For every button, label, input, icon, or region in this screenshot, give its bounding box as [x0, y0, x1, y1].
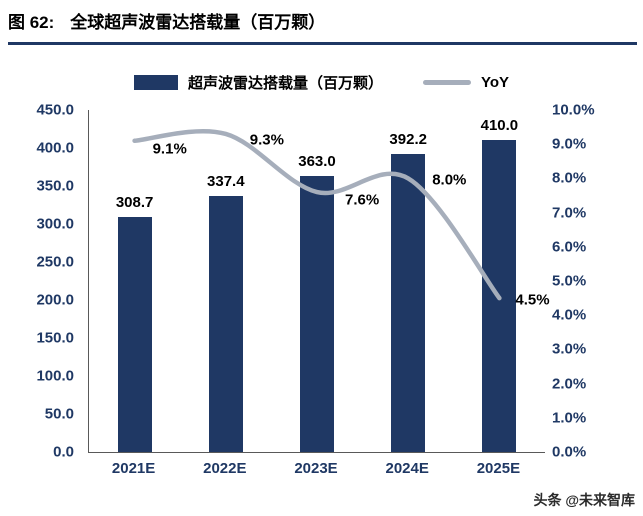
- yoy-value-label: 7.6%: [345, 191, 380, 209]
- bar-value-label: 308.7: [115, 194, 154, 212]
- yoy-value-label: 4.5%: [515, 291, 550, 309]
- x-axis-tick: 2021E: [111, 460, 156, 477]
- bar-value-label: 392.2: [389, 130, 427, 148]
- legend-item-line: YoY: [422, 74, 510, 91]
- bar-2022E: [208, 195, 243, 452]
- x-axis-tick: 2022E: [203, 460, 247, 477]
- left-axis-tick: 350.0: [36, 177, 74, 195]
- bar-2024E: [391, 153, 426, 452]
- line-series-label: YoY: [480, 74, 510, 91]
- right-axis: 10.0% 9.0% 8.0% 7.0% 6.0% 5.0% 4.0% 3.0% 2.0% 1.0…: [552, 102, 642, 461]
- chart-title-text: 全球超声波雷达搭载量（百万颗）: [70, 13, 326, 32]
- right-axis-tick: 9.0%: [552, 135, 587, 153]
- right-axis-tick: 10.0%: [552, 101, 595, 119]
- bar-2021E: [117, 217, 152, 452]
- right-axis-tick: 6.0%: [552, 238, 587, 256]
- bar-series-swatch: [133, 75, 178, 90]
- bar-2023E: [300, 176, 334, 452]
- legend: 超声波雷达搭载量（百万颗） YoY: [0, 72, 643, 93]
- left-axis-tick: 150.0: [36, 329, 74, 347]
- left-axis-tick: 50.0: [44, 405, 74, 423]
- right-axis-tick: 4.0%: [552, 306, 587, 324]
- left-axis-tick: 0.0: [53, 443, 74, 461]
- left-axis-tick: 300.0: [36, 215, 74, 233]
- bar-value-label: 363.0: [298, 153, 336, 171]
- plot-area: 308.7 337.4 363.0 392.2 410.0 9.1% 9.3% 7.6% 8.0…: [88, 110, 550, 453]
- right-axis-tick: 3.0%: [552, 340, 587, 358]
- bar-series-label: 超声波雷达搭载量（百万颗）: [187, 75, 383, 92]
- line-series-swatch: [422, 80, 471, 85]
- left-axis-tick: 250.0: [36, 253, 74, 271]
- left-axis-tick: 200.0: [36, 291, 74, 309]
- x-axis-tick: 2023E: [294, 460, 338, 477]
- right-axis-tick: 0.0%: [552, 443, 587, 461]
- yoy-value-label: 9.1%: [152, 140, 187, 158]
- left-axis-tick: 450.0: [36, 101, 74, 119]
- yoy-line: [132, 129, 502, 301]
- x-axis-tick: 2024E: [385, 460, 429, 477]
- left-axis-tick: 100.0: [36, 367, 74, 385]
- yoy-value-label: 8.0%: [432, 171, 467, 189]
- left-axis-tick: 400.0: [36, 139, 74, 157]
- x-axis-tick: 2025E: [476, 460, 521, 477]
- watermark: 头条 @未来智库: [533, 492, 635, 508]
- legend-item-bar: 超声波雷达搭载量（百万颗）: [133, 72, 383, 93]
- yoy-value-label: 9.3%: [249, 131, 284, 149]
- chart-title: 图 62: 全球超声波雷达搭载量（百万颗）: [8, 8, 637, 45]
- right-axis-tick: 5.0%: [552, 272, 587, 290]
- figure-number: 图 62:: [8, 13, 55, 32]
- left-axis: 450.0 400.0 350.0 300.0 250.0 200.0 150.0 100.0…: [0, 102, 80, 461]
- right-axis-tick: 8.0%: [552, 169, 587, 187]
- bar-value-label: 410.0: [480, 117, 519, 135]
- right-axis-tick: 2.0%: [552, 375, 587, 393]
- x-axis: 2021E 2022E 2023E 2024E 2025E: [88, 460, 544, 482]
- right-axis-tick: 7.0%: [552, 204, 587, 222]
- yoy-line-path: [132, 129, 502, 301]
- right-axis-tick: 1.0%: [552, 409, 587, 427]
- bar-value-label: 337.4: [207, 172, 245, 190]
